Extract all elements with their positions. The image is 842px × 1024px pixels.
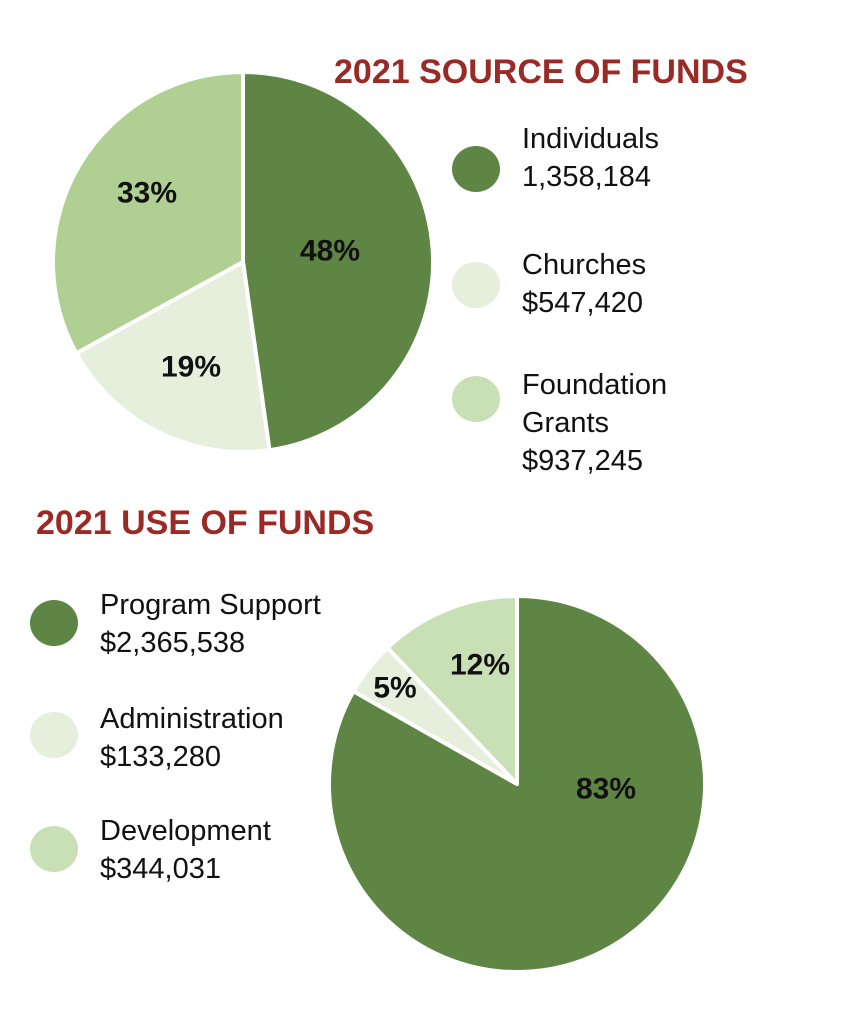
legend-line-foundation-grants-2: $937,245: [522, 445, 643, 477]
legend-swatch-churches: [452, 262, 500, 308]
legend-line-program-support-0: Program Support: [100, 589, 321, 621]
legend-line-churches-0: Churches: [522, 249, 647, 281]
source-slice-foundation-grants: [51, 70, 245, 356]
source-percent-label-foundation-grants: 33%: [117, 177, 177, 210]
legend-swatch-individuals: [452, 146, 500, 192]
legend-line-individuals-0: Individuals: [522, 123, 660, 155]
use-percent-label-development: 12%: [450, 649, 510, 682]
legend-line-individuals-1: 1,358,184: [522, 161, 652, 193]
use-slice-labels: 83% 5% 12%: [373, 649, 636, 806]
legend-line-churches-1: $547,420: [522, 287, 643, 319]
legend-text-churches: Churches $547,420: [522, 246, 822, 322]
use-slice-development: [385, 594, 519, 786]
legend-line-program-support-1: $2,365,538: [100, 627, 246, 659]
source-slice-individuals: [241, 70, 436, 453]
legend-text-program-support: Program Support $2,365,538: [100, 586, 400, 662]
legend-swatch-administration: [30, 712, 78, 758]
source-slice-labels: 48% 19% 33%: [117, 177, 360, 384]
legend-line-foundation-grants-1: Grants: [522, 407, 610, 439]
use-slices: [327, 594, 707, 974]
legend-text-development: Development $344,031: [100, 812, 400, 888]
source-slice-churches: [74, 260, 272, 454]
legend-swatch-foundation-grants: [452, 376, 500, 422]
source-percent-label-individuals: 48%: [300, 235, 360, 268]
source-slices: [51, 70, 436, 454]
legend-text-administration: Administration $133,280: [100, 700, 400, 776]
legend-line-administration-0: Administration: [100, 703, 284, 735]
legend-swatch-program-support: [30, 600, 78, 646]
source-of-funds-title: 2021 SOURCE OF FUNDS: [334, 53, 748, 91]
legend-line-development-0: Development: [100, 815, 271, 847]
legend-text-individuals: Individuals 1,358,184: [522, 120, 822, 196]
legend-line-administration-1: $133,280: [100, 741, 221, 773]
use-percent-label-administration: 5%: [373, 672, 416, 705]
legend-text-foundation-grants: Foundation Grants $937,245: [522, 366, 822, 480]
use-of-funds-title: 2021 USE OF FUNDS: [36, 504, 375, 542]
use-percent-label-program-support: 83%: [576, 773, 636, 806]
source-percent-label-churches: 19%: [161, 351, 221, 384]
legend-line-development-1: $344,031: [100, 853, 221, 885]
legend-swatch-development: [30, 826, 78, 872]
legend-line-foundation-grants-0: Foundation: [522, 369, 668, 401]
